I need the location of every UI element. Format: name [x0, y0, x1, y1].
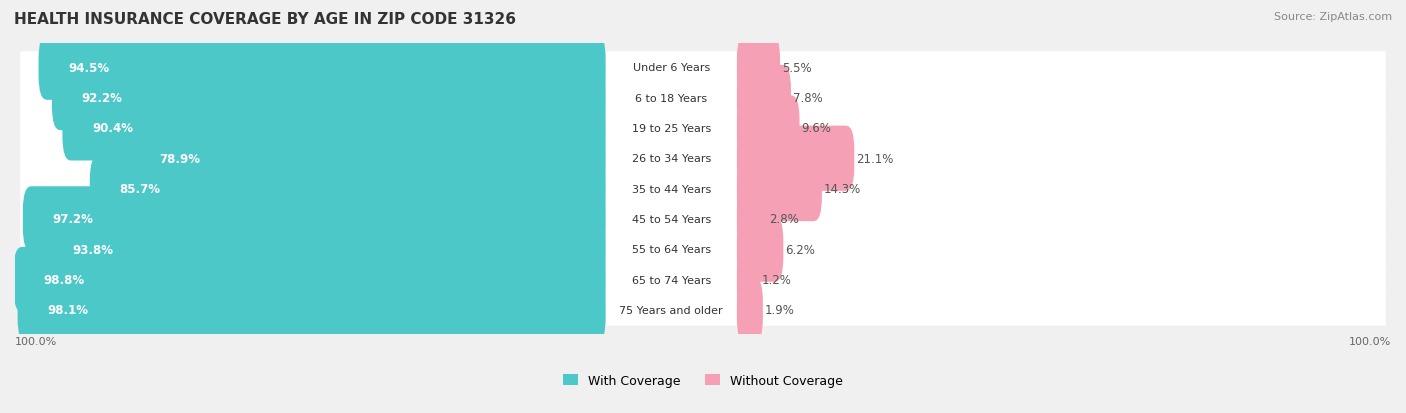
Text: 6 to 18 Years: 6 to 18 Years [636, 93, 707, 103]
Text: 26 to 34 Years: 26 to 34 Years [631, 154, 711, 164]
Text: 1.9%: 1.9% [765, 304, 794, 317]
FancyBboxPatch shape [20, 234, 1386, 266]
Text: 97.2%: 97.2% [52, 213, 93, 226]
FancyBboxPatch shape [38, 36, 606, 101]
FancyBboxPatch shape [18, 278, 606, 343]
FancyBboxPatch shape [42, 217, 606, 282]
Text: 98.1%: 98.1% [48, 304, 89, 317]
FancyBboxPatch shape [20, 83, 1386, 114]
FancyBboxPatch shape [22, 187, 606, 252]
Text: 35 to 44 Years: 35 to 44 Years [631, 184, 711, 194]
FancyBboxPatch shape [737, 217, 783, 282]
Text: Source: ZipAtlas.com: Source: ZipAtlas.com [1274, 12, 1392, 22]
Legend: With Coverage, Without Coverage: With Coverage, Without Coverage [558, 369, 848, 392]
FancyBboxPatch shape [737, 66, 792, 131]
FancyBboxPatch shape [62, 96, 606, 161]
FancyBboxPatch shape [14, 247, 606, 312]
FancyBboxPatch shape [737, 157, 823, 222]
Text: 78.9%: 78.9% [159, 152, 200, 165]
FancyBboxPatch shape [90, 157, 606, 222]
Text: 100.0%: 100.0% [1348, 336, 1391, 346]
FancyBboxPatch shape [129, 126, 606, 191]
FancyBboxPatch shape [737, 247, 759, 312]
Text: 5.5%: 5.5% [782, 62, 811, 75]
FancyBboxPatch shape [20, 143, 1386, 175]
FancyBboxPatch shape [20, 113, 1386, 145]
Text: Under 6 Years: Under 6 Years [633, 63, 710, 73]
FancyBboxPatch shape [737, 126, 855, 191]
Text: 21.1%: 21.1% [856, 152, 894, 165]
FancyBboxPatch shape [737, 278, 763, 343]
Text: 1.2%: 1.2% [762, 273, 792, 286]
Text: 98.8%: 98.8% [44, 273, 84, 286]
FancyBboxPatch shape [20, 52, 1386, 84]
Text: 2.8%: 2.8% [769, 213, 799, 226]
Text: 19 to 25 Years: 19 to 25 Years [631, 123, 711, 133]
FancyBboxPatch shape [20, 264, 1386, 296]
FancyBboxPatch shape [737, 96, 800, 161]
Text: 75 Years and older: 75 Years and older [620, 305, 723, 315]
FancyBboxPatch shape [737, 187, 768, 252]
FancyBboxPatch shape [20, 173, 1386, 205]
FancyBboxPatch shape [52, 66, 606, 131]
FancyBboxPatch shape [20, 294, 1386, 326]
Text: 65 to 74 Years: 65 to 74 Years [631, 275, 711, 285]
Text: 85.7%: 85.7% [120, 183, 160, 196]
Text: 93.8%: 93.8% [72, 243, 114, 256]
FancyBboxPatch shape [20, 204, 1386, 235]
Text: 9.6%: 9.6% [801, 122, 831, 135]
Text: 14.3%: 14.3% [824, 183, 862, 196]
Text: 6.2%: 6.2% [786, 243, 815, 256]
Text: 7.8%: 7.8% [793, 92, 823, 105]
FancyBboxPatch shape [737, 36, 780, 101]
Text: HEALTH INSURANCE COVERAGE BY AGE IN ZIP CODE 31326: HEALTH INSURANCE COVERAGE BY AGE IN ZIP … [14, 12, 516, 27]
Text: 100.0%: 100.0% [15, 336, 58, 346]
Text: 94.5%: 94.5% [67, 62, 110, 75]
Text: 55 to 64 Years: 55 to 64 Years [631, 244, 711, 254]
Text: 45 to 54 Years: 45 to 54 Years [631, 214, 711, 224]
Text: 90.4%: 90.4% [91, 122, 134, 135]
Text: 92.2%: 92.2% [82, 92, 122, 105]
